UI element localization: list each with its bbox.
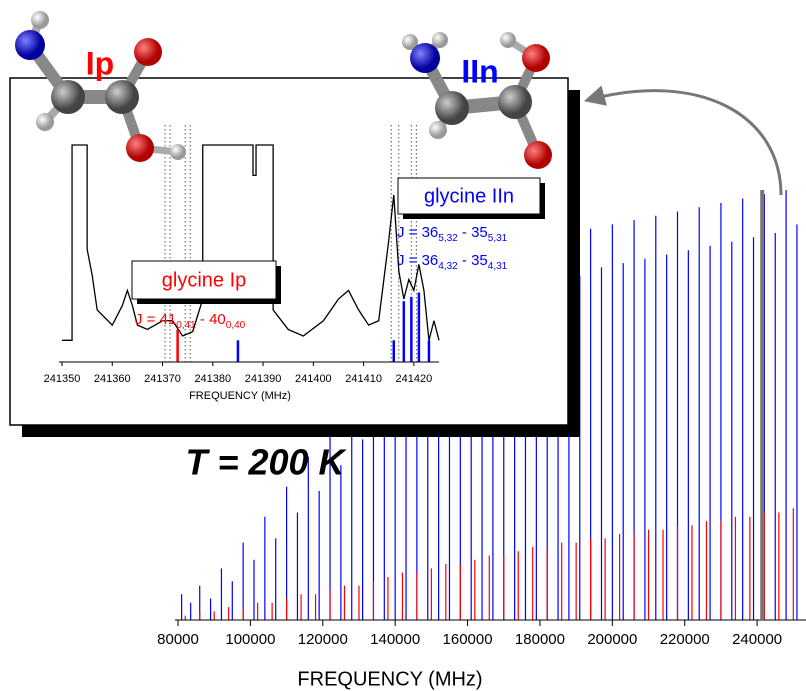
- transition-text: J = 36: [397, 252, 438, 269]
- x-tick-label: 140000: [370, 631, 420, 648]
- x-tick-label: 220000: [660, 631, 710, 648]
- transition-labels: J = 410,41 - 400,40J = 365,32 - 355,31J …: [135, 224, 508, 331]
- ip-molecule: [15, 11, 186, 162]
- x-tick-label: 160000: [443, 631, 493, 648]
- label-box: [397, 177, 541, 215]
- ip-molecule-label: Ip: [86, 45, 114, 81]
- ip-box-label: glycine Ip: [162, 269, 247, 291]
- x-tick-label: 241410: [345, 373, 382, 385]
- transition-subscript: 4,32: [438, 261, 458, 272]
- transition-subscript: 4,31: [488, 261, 508, 272]
- transition-text: - 35: [458, 224, 488, 241]
- x-axis-label: FREQUENCY (MHz): [297, 668, 482, 690]
- iin-molecule: [402, 32, 552, 169]
- transition-subscript: 5,32: [438, 233, 458, 244]
- transition-subscript: 0,41: [176, 320, 196, 331]
- iin-molecule-label: IIn: [461, 53, 498, 89]
- transition-subscript: 0,40: [226, 320, 246, 331]
- x-tick-label: 241380: [194, 373, 231, 385]
- x-tick-label: 180000: [515, 631, 565, 648]
- x-tick-label: 120000: [298, 631, 348, 648]
- x-tick-label: 240000: [732, 631, 782, 648]
- transition-text: - 35: [458, 252, 488, 269]
- transition-text: J = 36: [397, 224, 438, 241]
- transition-text: J = 41: [135, 311, 176, 328]
- inset-frame: [9, 77, 569, 426]
- transition-label: J = 365,32 - 355,31: [397, 224, 508, 244]
- transition-subscript: 5,31: [488, 233, 508, 244]
- x-tick-label: 100000: [225, 631, 275, 648]
- x-tick-label: 241420: [396, 373, 433, 385]
- x-tick-label: 241370: [144, 373, 181, 385]
- x-tick-label: 80000: [157, 631, 199, 648]
- transition-label: J = 410,41 - 400,40: [135, 311, 246, 331]
- x-tick-label: 241360: [94, 373, 131, 385]
- iin-box-label: glycine IIn: [424, 185, 514, 207]
- x-tick-label: 200000: [587, 631, 637, 648]
- transition-label: J = 364,32 - 354,31: [397, 252, 508, 272]
- inset-x-axis-label: FREQUENCY (MHz): [189, 390, 291, 402]
- transition-text: - 40: [196, 311, 226, 328]
- zoom-arrow: [583, 85, 783, 196]
- x-tick-label: 241400: [295, 373, 332, 385]
- inset-plot: 241350 241360 241370 241380 241390 241400 2414…: [44, 125, 440, 385]
- x-tick-label: 241350: [44, 373, 81, 385]
- x-tick-label: 241390: [245, 373, 282, 385]
- spectrum-trace: [62, 144, 440, 341]
- label-box: [131, 260, 277, 300]
- temperature-annotation: T = 200 K: [185, 442, 347, 483]
